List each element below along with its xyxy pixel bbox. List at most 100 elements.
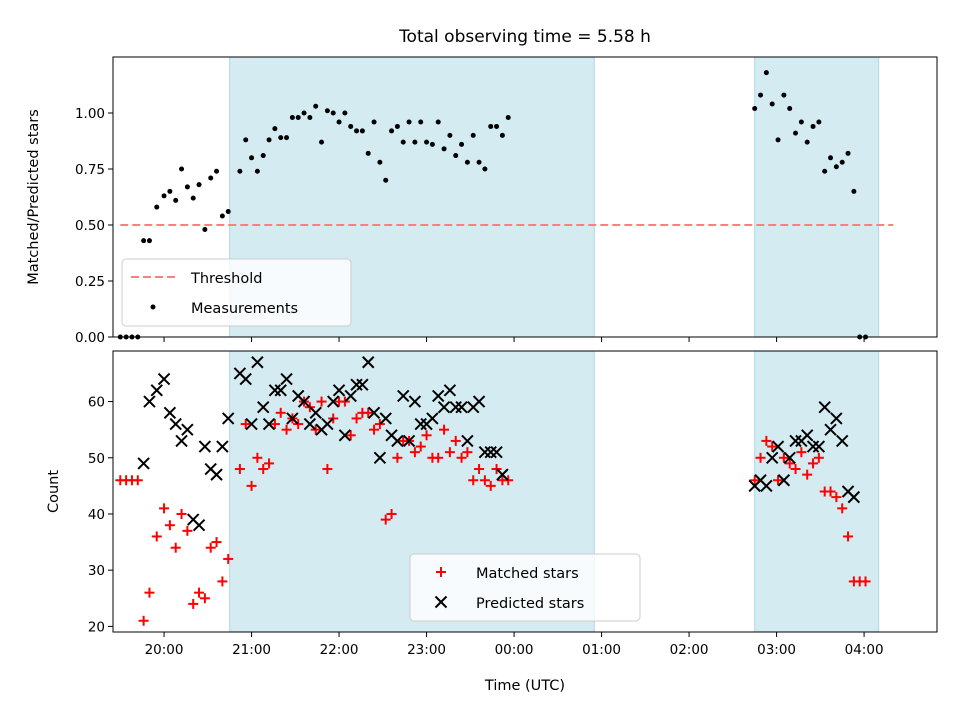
measurement-point (225, 209, 231, 215)
matched-star-point (304, 402, 315, 413)
measurement-point (278, 135, 284, 141)
x-b (408, 395, 422, 408)
measurement-point (301, 110, 307, 116)
measurement-point (429, 141, 435, 147)
matched-star-point (456, 452, 467, 463)
x-b (432, 389, 445, 403)
measurement-point (389, 128, 395, 134)
measurement-point (260, 153, 266, 159)
matched-star-point (444, 447, 455, 458)
y-tick-label: 1.00 (75, 106, 105, 122)
predicted-star-point (362, 356, 375, 369)
predicted-star-point (222, 412, 235, 425)
matched-star-point (164, 520, 175, 531)
x-tick-label: 04:00 (845, 642, 884, 658)
measurement-point (249, 155, 255, 161)
x-b (216, 440, 229, 453)
x-b (367, 406, 381, 420)
x-b (426, 412, 439, 425)
measurement-point (377, 159, 383, 165)
x-b (280, 372, 293, 386)
measurement-point (295, 114, 301, 120)
matched-star-point (380, 514, 391, 525)
legend-measurement-label: Measurements (191, 301, 298, 317)
measurement-point (499, 132, 505, 138)
predicted-star-point (262, 417, 276, 431)
matched-star-point (755, 452, 766, 463)
measurement-point (365, 150, 371, 156)
y-tick-label: 0.25 (75, 274, 105, 290)
predicted-star-point (760, 479, 773, 493)
x-b (362, 356, 375, 369)
predicted-star-point (402, 434, 416, 448)
x-b (818, 400, 831, 414)
x-b (385, 429, 398, 442)
measurement-point (289, 114, 295, 120)
measurement-point (284, 135, 290, 141)
measurement-point (447, 132, 453, 138)
predicted-star-point (350, 378, 363, 391)
matched-star-point (176, 508, 187, 519)
y-axis-label: Matched/Predicted stars (26, 109, 42, 285)
matched-star-point (843, 531, 854, 542)
measurement-point (769, 101, 775, 107)
y-tick-label: 0.75 (75, 162, 105, 178)
predicted-star-point (332, 384, 346, 397)
x-b (163, 406, 177, 420)
x-b (286, 412, 299, 425)
y-tick-label: 0.00 (75, 330, 105, 346)
predicted-star-point (198, 440, 212, 453)
x-b (484, 445, 497, 459)
measurement-point (763, 70, 769, 76)
x-b (824, 423, 837, 436)
y-tick-label: 40 (88, 507, 105, 523)
matched-star-point (790, 464, 801, 475)
x-b (800, 429, 814, 442)
x-tick-label: 21:00 (232, 642, 271, 658)
x-tick-label: 03:00 (757, 642, 796, 658)
matched-star-point (281, 424, 292, 435)
predicted-star-point (496, 468, 509, 481)
measurement-point (412, 139, 418, 145)
matched-star-point (767, 441, 778, 452)
x-b (268, 384, 282, 397)
predicted-star-point (245, 417, 258, 431)
x-tick-label: 20:00 (145, 642, 184, 658)
x-b (344, 389, 357, 403)
measurement-point (202, 226, 208, 232)
measurement-point (787, 106, 793, 112)
x-b (350, 378, 363, 391)
predicted-star-point (426, 412, 439, 425)
x-b (137, 457, 150, 470)
x-b (835, 434, 849, 448)
measurement-point (804, 139, 810, 145)
predicted-star-point (143, 395, 156, 408)
predicted-star-point (280, 372, 293, 386)
y-axis-label: Count (46, 470, 62, 513)
legend: Threshold Measurements (121, 258, 352, 327)
bottom-panel: 20 30 40 50 60 20:00 21:00 22:00 23:00 00:00 01:00… (46, 350, 938, 694)
x-b (449, 400, 462, 414)
predicted-star-point (835, 434, 849, 448)
x-b (251, 356, 264, 369)
predicted-star-point (765, 451, 779, 464)
matched-star-point (138, 615, 149, 626)
measurement-point (254, 168, 260, 174)
measurement-point (237, 168, 243, 174)
matched-star-point (351, 413, 362, 424)
matched-star-point (462, 447, 473, 458)
x-b (257, 400, 270, 414)
matched-star-point (485, 480, 496, 491)
predicted-star-point (268, 384, 282, 397)
x-b (812, 440, 826, 453)
x-b (373, 451, 387, 464)
x-b (455, 400, 468, 414)
legend: Matched stars Predicted stars (409, 553, 641, 622)
predicted-star-point (818, 400, 831, 414)
x-b (303, 417, 317, 431)
matched-star-point (813, 452, 824, 463)
measurement-point (307, 114, 313, 120)
x-b (391, 434, 404, 448)
matched-star-point (421, 430, 432, 441)
matched-star-point (151, 531, 162, 542)
